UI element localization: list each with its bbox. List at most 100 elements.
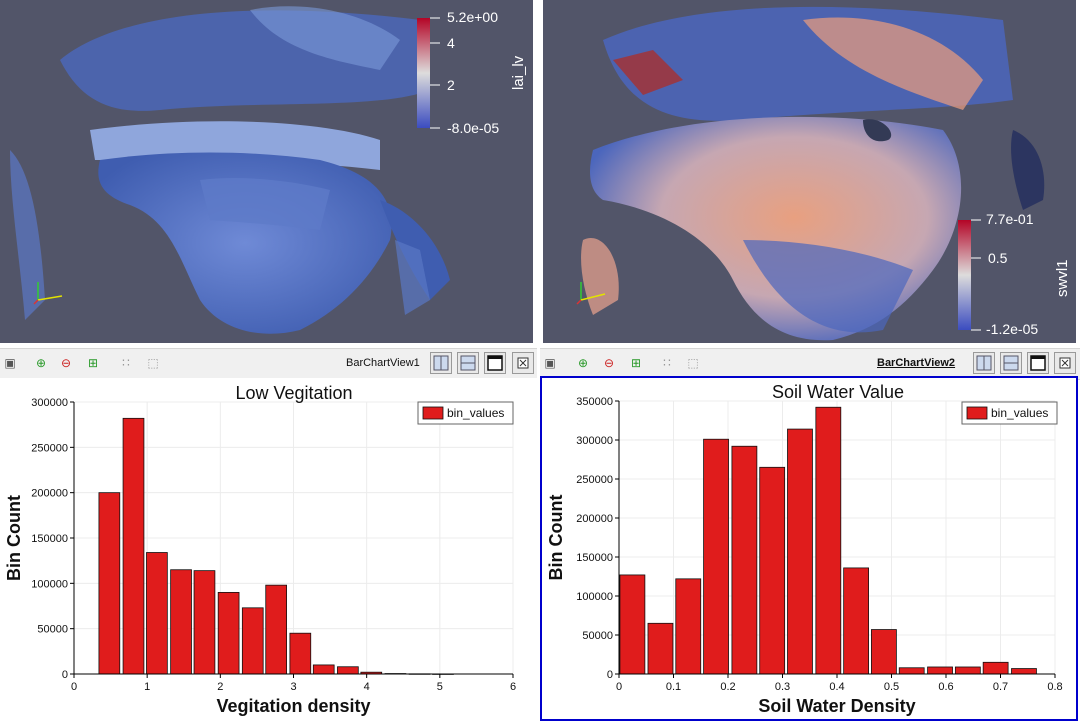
globe-render-left: 5.2e+00 4 2 -8.0e-05 lai_lv — [10, 6, 527, 334]
x-tick-label: 0 — [71, 681, 77, 693]
split-horizontal-button[interactable] — [973, 352, 995, 374]
bar — [675, 578, 702, 675]
bar — [337, 666, 359, 675]
maximize-icon — [487, 355, 503, 371]
camera-icon[interactable]: ▣ — [544, 356, 556, 370]
maximize-button[interactable] — [484, 352, 506, 374]
colorbar-tick-label: 2 — [447, 77, 455, 93]
bar — [122, 417, 145, 675]
split-vertical-button[interactable] — [1000, 352, 1022, 374]
bar — [759, 466, 786, 675]
y-tick-label: 300000 — [31, 397, 68, 409]
view-toolbar-left: ▣ ⊕ ⊖ ⊞ ∷ ⬚ BarChartView1 — [0, 348, 537, 380]
x-tick-label: 1 — [144, 681, 150, 693]
colorbar-left — [417, 18, 430, 128]
x-axis-label: Vegitation density — [216, 696, 370, 716]
bar — [731, 445, 758, 675]
y-tick-label: 200000 — [31, 488, 68, 500]
view-name-label: BarChartView2 — [877, 357, 956, 369]
x-tick-label: 0.8 — [1047, 681, 1062, 693]
minus-icon[interactable]: ⊖ — [60, 356, 72, 370]
y-tick-label: 50000 — [37, 624, 68, 636]
y-tick-label: 100000 — [576, 591, 613, 603]
bar — [170, 569, 192, 675]
select-points-icon[interactable]: ∷ — [663, 356, 671, 370]
chart-title: Soil Water Value — [772, 382, 904, 402]
legend-label: bin_values — [991, 406, 1048, 420]
colorbar-max-label: 7.7e-01 — [986, 211, 1034, 227]
bar — [265, 584, 287, 675]
select-cells-icon[interactable]: ⬚ — [687, 356, 699, 370]
x-tick-label: 2 — [217, 681, 223, 693]
select-cells-icon[interactable]: ⬚ — [147, 356, 159, 370]
bar — [898, 667, 925, 675]
colorbar-min-label: -8.0e-05 — [447, 120, 499, 136]
x-axis-label: Soil Water Density — [758, 696, 915, 716]
x-tick-label: 3 — [290, 681, 296, 693]
x-tick-label: 5 — [437, 681, 443, 693]
x-tick-label: 0.6 — [938, 681, 953, 693]
close-view-button[interactable] — [1054, 352, 1076, 374]
camera-icon[interactable]: ▣ — [4, 356, 16, 370]
bar — [193, 570, 216, 675]
bar — [982, 661, 1009, 675]
y-tick-label: 350000 — [576, 396, 613, 408]
y-tick-label: 0 — [607, 669, 613, 681]
split-vertical-button[interactable] — [457, 352, 479, 374]
x-tick-label: 0.7 — [993, 681, 1008, 693]
zoom-to-data-icon[interactable]: ⊕ — [577, 356, 589, 370]
bar — [954, 666, 981, 675]
bar — [843, 567, 869, 675]
bar — [217, 591, 240, 675]
split-vertical-icon — [1003, 355, 1019, 371]
interact-icon[interactable]: ⊞ — [87, 356, 99, 370]
legend-label: bin_values — [447, 406, 504, 420]
x-tick-label: 0.1 — [666, 681, 681, 693]
interact-icon[interactable]: ⊞ — [630, 356, 642, 370]
bar — [871, 629, 897, 675]
bar — [146, 552, 168, 675]
split-horizontal-icon — [976, 355, 992, 371]
close-icon — [517, 357, 529, 369]
x-tick-label: 0.2 — [720, 681, 735, 693]
legend-swatch — [966, 406, 988, 420]
maximize-icon — [1030, 355, 1046, 371]
chart-title: Low Vegitation — [235, 383, 352, 403]
bar — [703, 438, 729, 675]
bar — [1011, 668, 1037, 675]
bar — [647, 622, 674, 675]
y-axis-label: Bin Count — [546, 495, 566, 581]
colorbar-tick-label: 0.5 — [988, 250, 1008, 266]
split-horizontal-icon — [433, 355, 449, 371]
x-tick-label: 0.4 — [829, 681, 844, 693]
render-view-right[interactable]: 7.7e-01 0.5 -1.2e-05 swvl1 — [543, 0, 1076, 343]
split-horizontal-button[interactable] — [430, 352, 452, 374]
globe-render-right: 7.7e-01 0.5 -1.2e-05 swvl1 — [576, 6, 1071, 341]
render-view-left[interactable]: 5.2e+00 4 2 -8.0e-05 lai_lv — [0, 0, 533, 343]
x-tick-label: 0 — [616, 681, 622, 693]
select-points-icon[interactable]: ∷ — [122, 356, 130, 370]
y-axis-label: Bin Count — [4, 495, 24, 581]
y-tick-label: 150000 — [576, 552, 613, 564]
colorbar-min-label: -1.2e-05 — [986, 321, 1038, 337]
y-tick-label: 200000 — [576, 513, 613, 525]
colorbar-max-label: 5.2e+00 — [447, 9, 498, 25]
split-vertical-icon — [460, 355, 476, 371]
minus-icon[interactable]: ⊖ — [603, 356, 615, 370]
y-tick-label: 150000 — [31, 533, 68, 545]
legend-swatch — [422, 406, 444, 420]
y-tick-label: 250000 — [576, 474, 613, 486]
bar-chart-view-right[interactable]: 0 50000 100000 150000 200000 250000 300000 3500… — [540, 376, 1078, 721]
zoom-to-data-icon[interactable]: ⊕ — [35, 356, 47, 370]
x-tick-label: 6 — [510, 681, 516, 693]
colorbar-title: swvl1 — [1054, 259, 1071, 297]
bar — [98, 492, 121, 675]
bar — [289, 632, 312, 675]
y-tick-label: 50000 — [582, 630, 613, 642]
maximize-button[interactable] — [1027, 352, 1049, 374]
close-view-button[interactable] — [512, 352, 534, 374]
bar-chart-right: 0 50000 100000 150000 200000 250000 300000 3500… — [546, 382, 1063, 716]
colorbar-title: lai_lv — [510, 55, 527, 90]
bar — [815, 406, 842, 675]
bar-chart-view-left[interactable]: 0 50000 100000 150000 200000 250000 300000 0 1 2 3… — [0, 378, 537, 722]
